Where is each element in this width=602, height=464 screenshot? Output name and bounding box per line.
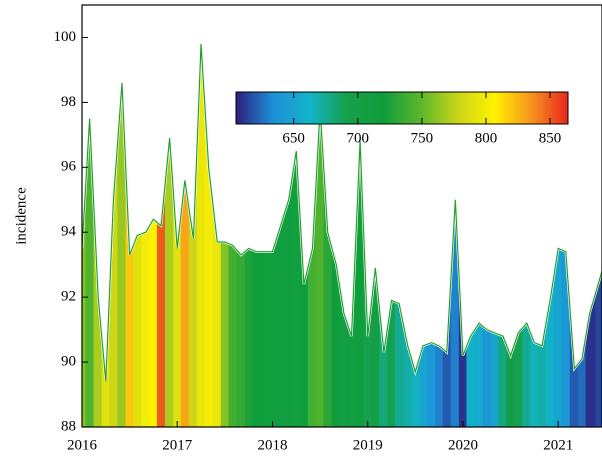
x-tick-label: 2017 [162, 437, 193, 453]
colorbar-tick-label: 700 [347, 130, 370, 146]
colorbar-tick-label: 850 [539, 130, 562, 146]
area-band [595, 271, 602, 427]
area-band [474, 322, 484, 427]
area-band [522, 322, 531, 427]
area-band [220, 241, 229, 427]
x-tick-label: 2021 [543, 437, 573, 453]
y-axis-label: incidence [13, 187, 29, 245]
area-band [141, 224, 150, 427]
y-tick-label: 90 [61, 354, 76, 370]
colorbar-tick-label: 650 [282, 130, 305, 146]
y-tick-label: 96 [61, 159, 77, 175]
area-band [180, 180, 190, 427]
x-tick-label: 2016 [67, 437, 98, 453]
area-band [236, 249, 246, 427]
area-band [244, 248, 253, 427]
area-band [133, 233, 142, 427]
area-band [252, 249, 265, 427]
area-band [228, 243, 238, 427]
area-band [280, 175, 293, 427]
area-band [554, 248, 563, 427]
area-band [426, 342, 436, 427]
area-band [561, 249, 571, 427]
y-tick-label: 94 [61, 224, 77, 240]
colorbar [235, 91, 569, 125]
y-tick-label: 88 [61, 418, 76, 434]
area-band [435, 343, 444, 427]
colorbar-tick-label: 750 [411, 130, 434, 146]
area-band [490, 330, 499, 427]
y-tick-label: 100 [54, 29, 77, 45]
plot-frame [81, 4, 602, 428]
plot-area [82, 43, 602, 427]
y-tick-label: 92 [61, 289, 76, 305]
line [82, 43, 602, 382]
x-tick-label: 2018 [257, 437, 287, 453]
colorbar-tick-label: 800 [475, 130, 498, 146]
area-band [498, 334, 508, 427]
area-band [149, 218, 158, 427]
x-tick-label: 2020 [448, 437, 478, 453]
area-band [482, 325, 491, 427]
y-tick-label: 98 [61, 94, 76, 110]
x-tick-label: 2019 [353, 437, 383, 453]
area-band [537, 321, 547, 427]
area-band [264, 225, 281, 427]
area-band [530, 332, 539, 427]
